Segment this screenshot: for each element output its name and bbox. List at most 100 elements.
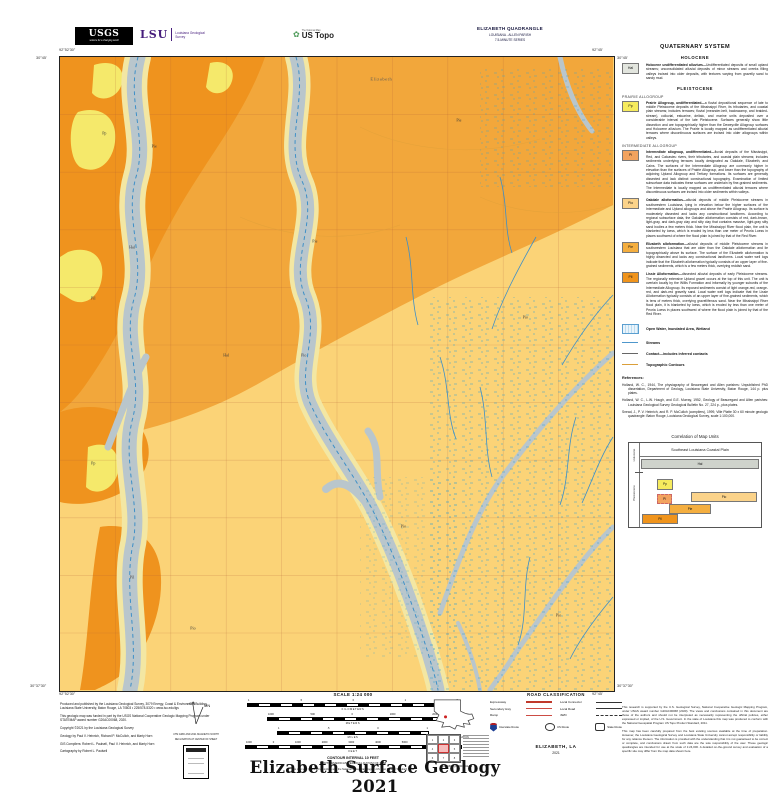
route-shields: Interstate Route US Route State Route bbox=[490, 722, 622, 732]
coord-se-lat: 30°37'30" bbox=[617, 684, 634, 688]
correlation-unit-pil: Pil bbox=[642, 514, 678, 525]
water-symbol bbox=[622, 323, 639, 334]
scale-tick: .5 bbox=[327, 727, 330, 730]
shield-label: State Route bbox=[607, 725, 622, 729]
adjoining-grid-cell: 8 bbox=[449, 753, 460, 762]
legend-swatch-pi: Pi bbox=[622, 150, 639, 162]
lsu-wordmark: LSU bbox=[140, 28, 169, 41]
reference-entry: Holland, W. C., 1944, The physiography o… bbox=[622, 382, 768, 396]
coord-nw-lat: 30°45' bbox=[36, 56, 47, 60]
adjoining-quad-name bbox=[463, 746, 489, 749]
references-list: Holland, W. C., 1944, The physiography o… bbox=[622, 383, 768, 419]
legend-era-header: PLEISTOCENE bbox=[676, 85, 714, 91]
scale-bar-unit-label: METERS bbox=[345, 721, 361, 725]
road-class-line-sample bbox=[526, 714, 552, 716]
scale-bar-ticks: 1000 500 0 1000 2000 bbox=[264, 713, 442, 716]
quadrangle-location-dot bbox=[444, 715, 448, 719]
road-class-label: Secondary Hwy bbox=[490, 706, 512, 711]
unit-region-prairie-5 bbox=[206, 61, 233, 94]
declination-note-line1: UTM GRID AND 2021 MAGNETIC NORTH bbox=[173, 733, 219, 736]
legend-symbol-swatch bbox=[622, 364, 642, 365]
correlation-unit-pio: Pio bbox=[691, 492, 757, 503]
road-class-row: Ramp bbox=[490, 713, 552, 717]
coord-ne-lon: 92°45' bbox=[592, 48, 603, 52]
legend-unit-description: Lissie Alloformation—dissected alluvial … bbox=[646, 272, 768, 317]
sheet-year: 2021 bbox=[552, 751, 560, 755]
credit-line: This geologic map was funded in part by … bbox=[60, 714, 210, 723]
legend-swatch-pp: Pp bbox=[622, 100, 639, 112]
legend-allogroup-header: PRAIRIE ALLOGROUP bbox=[622, 94, 664, 99]
scale-block: SCALE 1:24 000 1.5012KILOMETERS100050001… bbox=[242, 692, 464, 771]
scale-tick: 500 bbox=[310, 713, 315, 716]
adjoining-quadrangle-names bbox=[463, 734, 496, 758]
legend-swatch-column: Pie bbox=[622, 242, 642, 268]
usgs-tagline: science for a changing world bbox=[89, 39, 119, 42]
scale-tick: 1000 bbox=[246, 741, 252, 744]
legend-unit-pio: Pio Oakdale alloformation—alluvial deposi… bbox=[622, 198, 768, 238]
adjoining-quad-name bbox=[463, 740, 489, 743]
road-class-row: 4WD bbox=[560, 713, 622, 717]
legend-swatch-column: Pi bbox=[622, 150, 642, 194]
legend-symbol-stream: Streams bbox=[622, 341, 768, 345]
scale-tick: 1 bbox=[426, 727, 428, 730]
legend-symbol-label: Topographic Contours bbox=[646, 362, 685, 367]
legend-swatch-column: Pil bbox=[622, 272, 642, 316]
scale-bars: 1.5012KILOMETERS1000500010002000METERS1.… bbox=[242, 699, 464, 753]
legend-unit-description: Prairie Allogroup, undifferentiated—a fl… bbox=[646, 100, 768, 140]
reference-entry: Holland, W. C., L.W. Hough, and G.E. Mur… bbox=[622, 398, 768, 407]
adjoining-grid-center bbox=[438, 744, 449, 753]
svg-text:MN: MN bbox=[204, 703, 210, 708]
ustopo-flower-icon: ✿ bbox=[293, 30, 300, 40]
contour-interval-note: CONTOUR INTERVAL 10 FEET bbox=[327, 755, 379, 760]
legend-unit-hal: Hal Holocene undifferentiated alluvium—Un… bbox=[622, 63, 768, 81]
state-shield-icon bbox=[595, 723, 606, 731]
correlation-unit-pi: Pi bbox=[657, 494, 672, 505]
adjoining-grid-cell: 7 bbox=[438, 753, 449, 762]
unit-region-prairie-3 bbox=[86, 444, 119, 492]
legend-unit-description: Elizabeth alloformation—alluvial deposit… bbox=[646, 242, 768, 269]
adjoining-quad-name bbox=[463, 752, 489, 755]
wetland-stipple-ne bbox=[480, 67, 613, 187]
quadrangle-location-block: QUADRANGLE LOCATION bbox=[426, 698, 482, 739]
adjoining-quad-name bbox=[463, 737, 489, 740]
coord-nw-lon: 92°52'30" bbox=[59, 48, 76, 52]
scale-tick: 1 bbox=[278, 727, 280, 730]
legend-allogroup-header: INTERMEDIATE ALLOGROUP bbox=[622, 144, 677, 149]
correlation-region-header: Southeast Louisiana Coastal Plain bbox=[639, 443, 761, 458]
correlation-era-pleistocene: Pleistocene bbox=[632, 485, 636, 502]
quad-state-parish: LOUISIANA - ALLEN PARISH bbox=[488, 32, 532, 37]
scale-tick: 1 bbox=[248, 699, 250, 702]
legend-swatch-hal: Hal bbox=[622, 63, 639, 74]
interstate-shield-icon bbox=[490, 722, 497, 732]
legend-symbol-contour: Topographic Contours bbox=[622, 363, 768, 367]
declination-note-line2: DECLINATION AT CENTER OF SHEET bbox=[174, 738, 218, 742]
road-class-label: 4WD bbox=[560, 713, 567, 717]
correlation-era-holocene: Holocene bbox=[632, 449, 636, 462]
wetland-stipple-s bbox=[360, 477, 460, 657]
lsu-org-name: Louisiana Geological Survey bbox=[175, 31, 205, 39]
contact-symbol bbox=[622, 353, 638, 354]
declination-block: GN MN ★ UTM GRID AND 2021 MAGNETIC NORTH… bbox=[170, 700, 222, 780]
adjoining-grid-cell: 6 bbox=[427, 753, 438, 762]
coord-ne-lat: 30°45' bbox=[617, 56, 628, 60]
legend-unit-pil: Pil Lissie Alloformation—dissected alluvi… bbox=[622, 272, 768, 316]
scale-bar-miles: 1 .5 0 1 MILES bbox=[242, 727, 464, 739]
reference-entry: Snead, J., P. V. Heinrich, and R. P. McC… bbox=[622, 409, 768, 419]
references-title: References: bbox=[622, 375, 644, 380]
adjoining-quad-name bbox=[463, 743, 489, 746]
correlation-title: Correlation of Map Units bbox=[671, 434, 719, 440]
scale-tick: 2000 bbox=[321, 741, 328, 744]
scale-tick: 0 bbox=[272, 741, 275, 744]
vertical-datum-note: NORTH AMERICAN VERTICAL DATUM OF 1988 bbox=[319, 760, 387, 765]
road-class-label: Ramp bbox=[490, 713, 499, 717]
legend-symbol-swatch bbox=[622, 353, 642, 354]
credit-line: Produced and published by the Louisiana … bbox=[60, 702, 208, 711]
legend-swatch-pie: Pie bbox=[622, 242, 639, 253]
road-class-label: Expressway bbox=[490, 700, 507, 704]
adjoining-grid-cell: 1 bbox=[427, 735, 438, 744]
legend-swatch-column: Pio bbox=[622, 198, 642, 238]
coord-se-lon: 92°45' bbox=[592, 692, 603, 696]
geologic-map-canvas bbox=[60, 57, 614, 691]
